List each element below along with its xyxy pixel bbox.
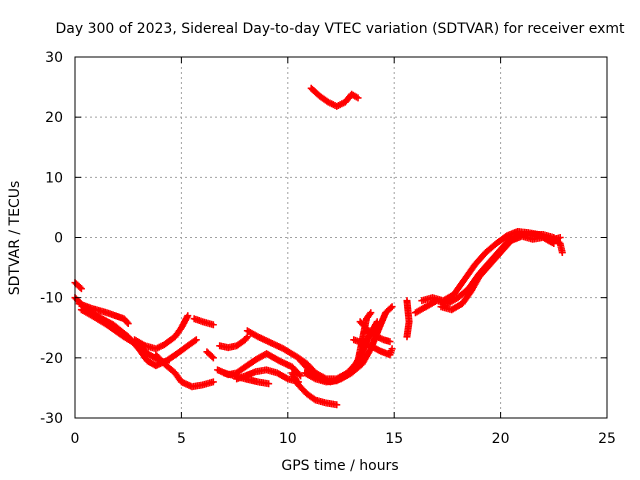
data-point bbox=[450, 277, 467, 299]
data-point bbox=[199, 378, 216, 389]
data-point bbox=[367, 309, 375, 317]
data-point bbox=[386, 338, 394, 346]
data-point bbox=[550, 240, 558, 248]
x-axis-label: GPS time / hours bbox=[281, 458, 398, 474]
data-point bbox=[152, 351, 167, 367]
data-point bbox=[273, 369, 290, 382]
data-point bbox=[233, 364, 248, 377]
data-point bbox=[375, 347, 392, 358]
series-arc8 bbox=[203, 348, 217, 362]
data-point bbox=[439, 292, 456, 305]
data-point bbox=[358, 346, 374, 368]
data-point bbox=[263, 366, 279, 376]
data-point bbox=[241, 368, 258, 380]
y-tick-label: 30 bbox=[45, 50, 63, 66]
series-arc18 bbox=[356, 318, 394, 346]
x-tick-label: 10 bbox=[279, 431, 297, 447]
data-point bbox=[403, 297, 413, 324]
data-point bbox=[297, 372, 305, 380]
y-tick-label: 10 bbox=[45, 170, 63, 186]
data-point bbox=[265, 380, 273, 388]
series-arc17 bbox=[307, 84, 362, 110]
data-point bbox=[350, 336, 365, 346]
data-point bbox=[333, 401, 341, 409]
series-arc21 bbox=[411, 230, 566, 317]
data-point bbox=[209, 354, 217, 362]
grid-lines bbox=[75, 57, 607, 418]
y-tick-label: 20 bbox=[45, 110, 63, 126]
data-point bbox=[160, 360, 178, 376]
data-point bbox=[343, 358, 361, 379]
x-tick-label: 20 bbox=[492, 431, 510, 447]
data-point bbox=[243, 333, 251, 341]
series-arc6 bbox=[152, 351, 217, 391]
series-arc16 bbox=[301, 309, 375, 386]
data-point bbox=[333, 99, 348, 110]
data-point bbox=[288, 363, 303, 379]
series-arc19 bbox=[350, 336, 396, 359]
series-arc23 bbox=[437, 232, 558, 314]
y-tick-label: -10 bbox=[40, 291, 63, 307]
data-point bbox=[177, 378, 195, 390]
data-point bbox=[475, 262, 493, 281]
data-point bbox=[184, 312, 192, 320]
data-point bbox=[199, 318, 216, 328]
data-point bbox=[403, 318, 413, 339]
x-tick-label: 5 bbox=[177, 431, 186, 447]
y-tick-label: -20 bbox=[40, 351, 63, 367]
data-point bbox=[558, 249, 566, 257]
data-point bbox=[241, 357, 259, 371]
data-point bbox=[220, 369, 237, 379]
data-point bbox=[209, 321, 217, 329]
data-point bbox=[492, 233, 510, 248]
series-arc7 bbox=[190, 315, 217, 329]
x-tick-label: 25 bbox=[598, 431, 616, 447]
axis-ticks: 0 5 10 15 20 25 -30 -20 -10 0 10 20 30 bbox=[40, 50, 616, 447]
data-point bbox=[77, 285, 85, 293]
data-point bbox=[341, 92, 355, 106]
data-point bbox=[403, 333, 411, 341]
y-tick-label: -30 bbox=[40, 411, 63, 427]
data-point bbox=[171, 369, 184, 384]
series-arc10 bbox=[216, 333, 251, 352]
y-tick-label: 0 bbox=[54, 231, 63, 247]
data-point bbox=[367, 342, 382, 354]
data-point bbox=[303, 390, 318, 403]
data-point bbox=[280, 345, 301, 361]
data-point bbox=[103, 309, 126, 322]
data-point bbox=[556, 234, 564, 241]
data-point bbox=[503, 228, 520, 240]
x-tick-label: 15 bbox=[385, 431, 403, 447]
x-tick-label: 0 bbox=[71, 431, 80, 447]
data-point bbox=[363, 310, 374, 323]
data-point bbox=[243, 327, 260, 340]
y-axis-label: SDTVAR / TECUs bbox=[7, 181, 23, 296]
series-arc20 bbox=[403, 297, 413, 341]
data-point bbox=[539, 234, 556, 247]
series-arc14 bbox=[288, 369, 341, 409]
series-arc5 bbox=[131, 312, 192, 353]
data-point bbox=[233, 372, 248, 383]
series-arc11 bbox=[220, 369, 273, 388]
series-arc1 bbox=[71, 279, 85, 293]
chart-title: Day 300 of 2023, Sidereal Day-to-day VTE… bbox=[56, 21, 626, 37]
data-point bbox=[241, 375, 260, 386]
data-point bbox=[233, 337, 248, 350]
data-point bbox=[209, 378, 217, 386]
data-marks bbox=[71, 84, 566, 409]
data-point bbox=[354, 94, 362, 102]
data-point bbox=[124, 320, 132, 328]
data-point bbox=[192, 336, 200, 344]
data-point bbox=[388, 345, 396, 353]
data-point bbox=[388, 303, 396, 311]
